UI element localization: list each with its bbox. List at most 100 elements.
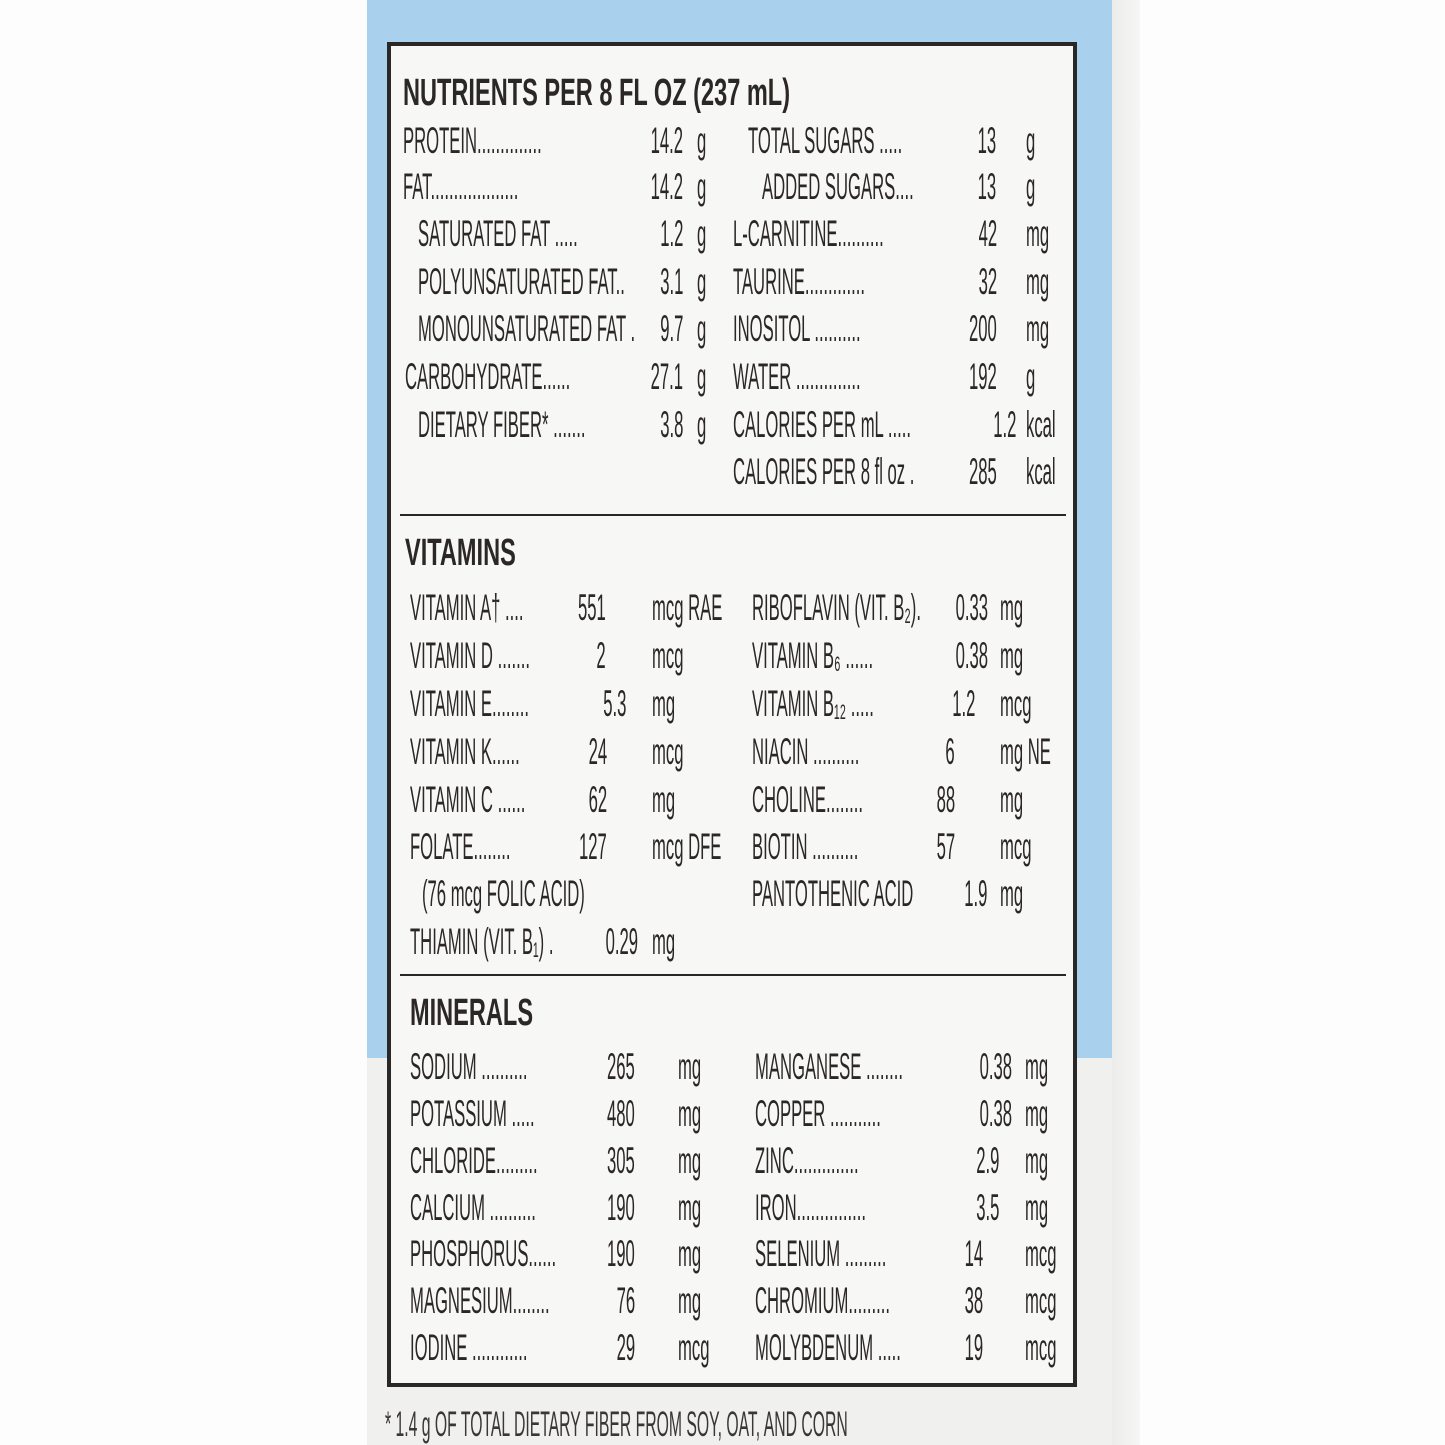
row-value: 42 <box>978 213 997 254</box>
row-label: IODINE ............ <box>410 1327 528 1368</box>
row-label: TAURINE............. <box>733 261 865 302</box>
row-label: VITAMIN D ....... <box>410 635 530 676</box>
minerals-heading: MINERALS <box>410 992 534 1034</box>
row-value: 27.1 <box>650 356 683 397</box>
row-value: 2.9 <box>975 1140 999 1181</box>
row-value: 1.2 <box>951 683 975 724</box>
row-unit: g <box>1026 120 1036 161</box>
row-label: CALORIES PER mL ..... <box>733 404 911 445</box>
row-unit: mg <box>652 779 676 820</box>
row-unit: mcg <box>1025 1233 1057 1274</box>
row-value: 13 <box>977 166 996 207</box>
row-value: 285 <box>969 451 997 492</box>
row-label: (76 mcg FOLIC ACID) <box>422 873 585 914</box>
row-value: 0.29 <box>605 921 638 962</box>
row-value: 62 <box>588 779 607 820</box>
row-label: VITAMIN A† .... <box>410 587 524 628</box>
row-unit: g <box>697 213 707 254</box>
row-label: POLYUNSATURATED FAT.. <box>418 261 625 302</box>
row-unit: mg <box>678 1140 702 1181</box>
row-unit: mg <box>1026 308 1050 349</box>
row-label: PHOSPHORUS...... <box>410 1233 557 1274</box>
nutrient-panel <box>387 42 1077 1387</box>
row-label: L-CARNITINE.......... <box>733 213 884 254</box>
row-unit: mcg <box>1025 1280 1057 1321</box>
row-unit: mcg <box>1000 826 1032 867</box>
row-label: MAGNESIUM........ <box>410 1280 550 1321</box>
row-value: 6 <box>945 731 955 772</box>
row-value: 3.5 <box>975 1187 999 1228</box>
row-label: RIBOFLAVIN (VIT. B₂). <box>752 587 921 628</box>
row-unit: mcg <box>1000 683 1032 724</box>
row-label: CALCIUM .......... <box>410 1187 536 1228</box>
row-value: 305 <box>607 1140 635 1181</box>
row-label: THIAMIN (VIT. B₁) . <box>410 921 554 962</box>
row-label: TOTAL SUGARS ..... <box>748 120 903 161</box>
section-divider <box>400 974 1066 976</box>
row-unit: mg <box>678 1046 702 1087</box>
row-unit: g <box>697 356 707 397</box>
row-label: COPPER ........... <box>755 1093 881 1134</box>
row-value: 14.2 <box>650 120 683 161</box>
row-label: SODIUM .......... <box>410 1046 528 1087</box>
row-label: FOLATE........ <box>410 826 511 867</box>
row-label: VITAMIN B₆ ...... <box>752 635 874 676</box>
row-value: 1.9 <box>963 873 987 914</box>
row-value: 480 <box>607 1093 635 1134</box>
row-value: 24 <box>588 731 607 772</box>
row-unit: mcg <box>678 1327 710 1368</box>
row-unit: g <box>697 166 707 207</box>
row-unit: mg <box>1025 1093 1049 1134</box>
row-value: 0.33 <box>955 587 988 628</box>
row-unit: mg <box>1025 1140 1049 1181</box>
row-unit: mg <box>1025 1187 1049 1228</box>
row-unit: mcg <box>652 731 684 772</box>
row-label: DIETARY FIBER* ....... <box>418 404 586 445</box>
row-label: BIOTIN .......... <box>752 826 859 867</box>
row-label: PROTEIN.............. <box>403 120 542 161</box>
row-label: IRON............... <box>755 1187 867 1228</box>
row-unit: mcg <box>652 635 684 676</box>
row-label: POTASSIUM ..... <box>410 1093 535 1134</box>
row-unit: mg <box>1000 779 1024 820</box>
section-divider <box>400 514 1066 516</box>
row-value: 14.2 <box>650 166 683 207</box>
row-value: 2 <box>596 635 606 676</box>
row-value: 265 <box>607 1046 635 1087</box>
row-label: CARBOHYDRATE...... <box>405 356 571 397</box>
row-value: 3.8 <box>659 404 683 445</box>
row-unit: mg <box>652 683 676 724</box>
row-value: 200 <box>969 308 997 349</box>
row-unit: mg <box>1025 1046 1049 1087</box>
row-unit: g <box>697 404 707 445</box>
row-label: VITAMIN E........ <box>410 683 530 724</box>
row-label: INOSITOL .......... <box>733 308 861 349</box>
row-value: 3.1 <box>659 261 683 302</box>
row-value: 0.38 <box>979 1093 1012 1134</box>
row-value: 5.3 <box>602 683 626 724</box>
row-label: CALORIES PER 8 fl oz . <box>733 451 915 492</box>
row-value: 38 <box>964 1280 983 1321</box>
row-unit: mg <box>678 1280 702 1321</box>
footnote: * 1.4 g OF TOTAL DIETARY FIBER FROM SOY,… <box>385 1405 848 1444</box>
row-unit: kcal <box>1026 404 1056 445</box>
nutrients-heading: NUTRIENTS PER 8 FL OZ (237 mL) <box>403 72 791 114</box>
row-label: SELENIUM ......... <box>755 1233 887 1274</box>
can-edge <box>1112 0 1140 1445</box>
row-label: CHOLINE........ <box>752 779 864 820</box>
row-value: 14 <box>964 1233 983 1274</box>
row-label: VITAMIN C ...... <box>410 779 526 820</box>
row-value: 0.38 <box>955 635 988 676</box>
row-unit: mg <box>1000 587 1024 628</box>
row-unit: mg <box>1000 873 1024 914</box>
row-unit: kcal <box>1026 451 1056 492</box>
row-unit: g <box>697 261 707 302</box>
row-value: 1.2 <box>992 404 1016 445</box>
row-label: MOLYBDENUM ..... <box>755 1327 901 1368</box>
row-label: CHLORIDE......... <box>410 1140 538 1181</box>
row-value: 57 <box>936 826 955 867</box>
row-label: VITAMIN K...... <box>410 731 520 772</box>
row-unit: mg <box>678 1187 702 1228</box>
row-value: 127 <box>579 826 607 867</box>
row-label: ADDED SUGARS.... <box>762 166 914 207</box>
